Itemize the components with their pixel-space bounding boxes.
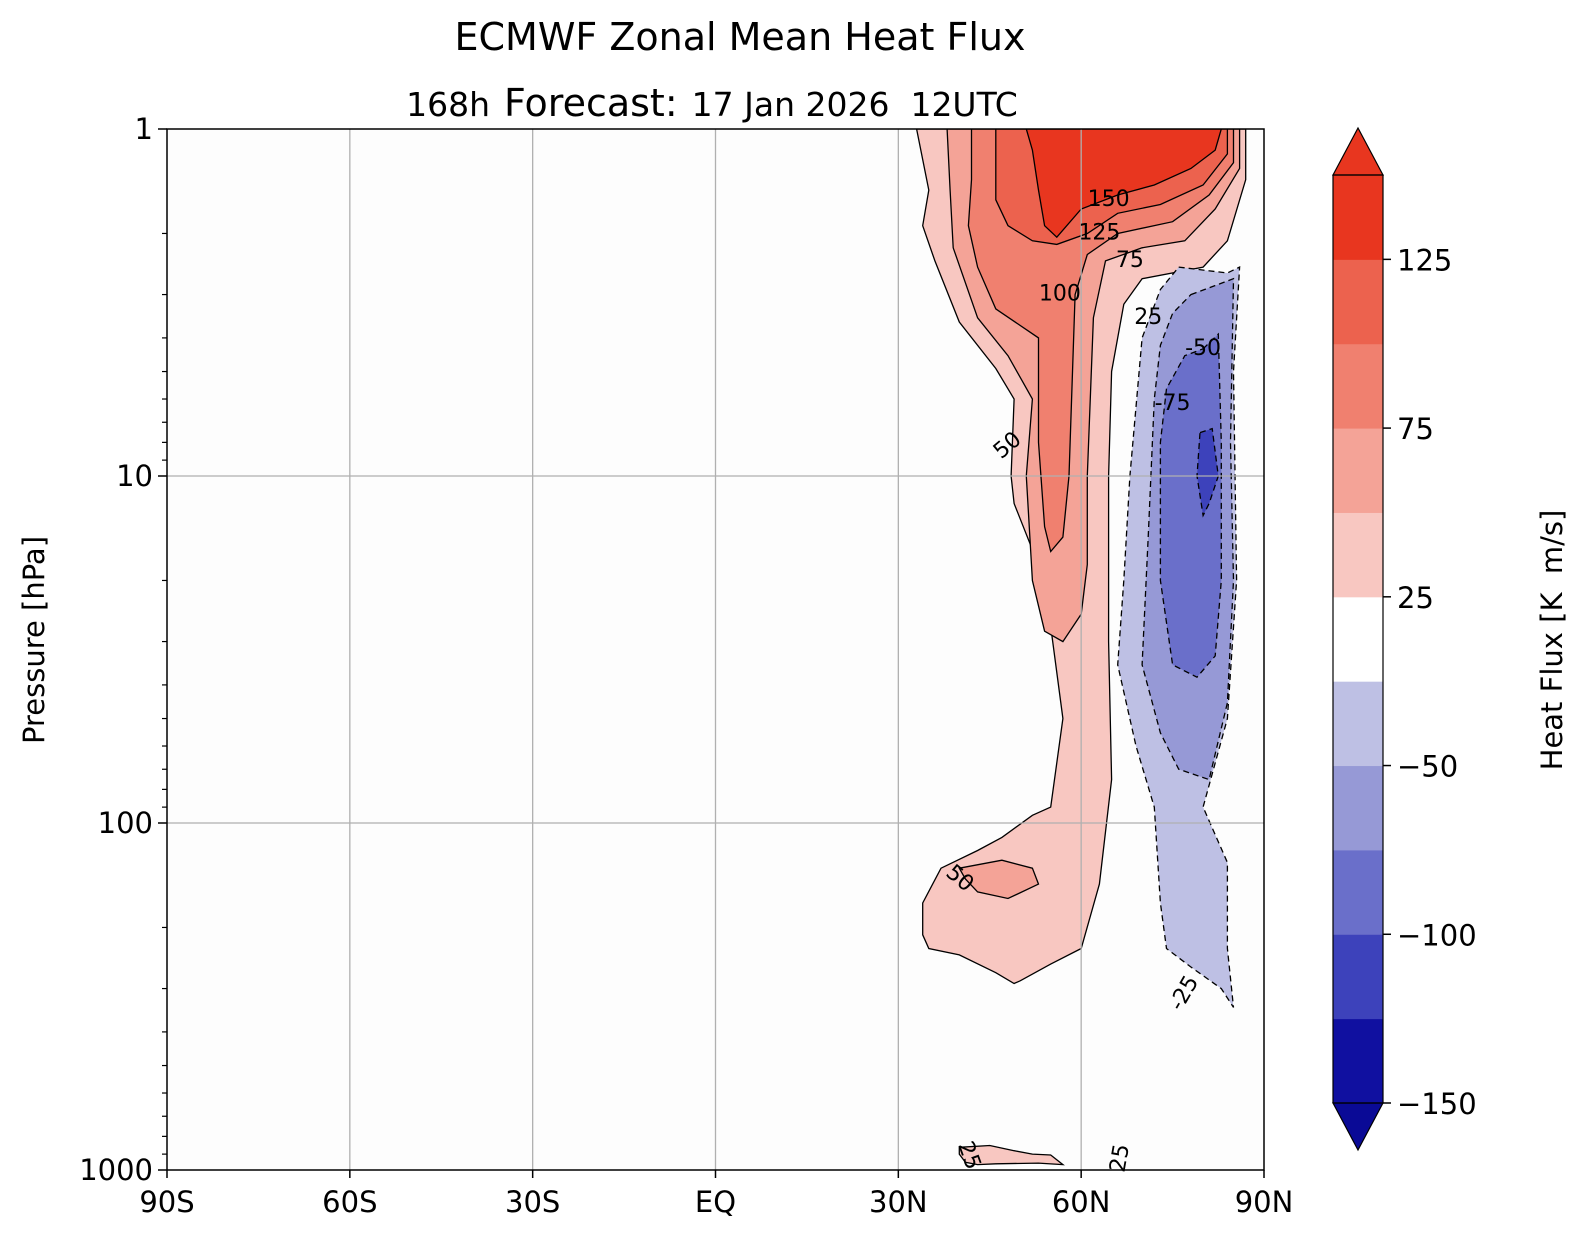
colorbar: −150 −100 −50 25 75 125 bbox=[1332, 126, 1477, 1152]
colorbar-segment bbox=[1333, 1018, 1383, 1104]
x-tick-label: 90S bbox=[139, 1185, 194, 1219]
valid-time: 17 Jan 2026 12UTC bbox=[692, 85, 1018, 124]
x-tick-label: 90N bbox=[1235, 1185, 1294, 1219]
colorbar-segment bbox=[1333, 428, 1383, 513]
contour-label: 150 bbox=[1088, 187, 1130, 212]
y-axis: 1 10 100 1000 bbox=[79, 112, 167, 1187]
x-tick-label: 30N bbox=[869, 1185, 928, 1219]
colorbar-tick-label: 25 bbox=[1397, 581, 1434, 615]
colorbar-tick-label: −150 bbox=[1397, 1087, 1477, 1121]
y-tick-label: 1000 bbox=[79, 1153, 153, 1187]
colorbar-frame bbox=[1332, 174, 1384, 1104]
x-axis: 90S 60S 30S EQ 30N 60N 90N bbox=[139, 1170, 1293, 1219]
contour-region-pos50-2 bbox=[958, 859, 1040, 900]
colorbar-over-arrow bbox=[1332, 126, 1384, 176]
colorbar-segment bbox=[1333, 681, 1383, 767]
y-axis-label: Pressure [hPa] bbox=[17, 536, 51, 744]
contour-label: 25 bbox=[1106, 1142, 1135, 1174]
lead-time: 168h bbox=[406, 85, 490, 124]
contour-region-neg75-8 bbox=[1159, 332, 1222, 679]
forecast-word: Forecast: bbox=[504, 81, 678, 125]
chart-title: ECMWF Zonal Mean Heat Flux bbox=[455, 15, 1026, 59]
y-tick-label: 10 bbox=[116, 459, 153, 493]
x-tick-label: 60N bbox=[1052, 1185, 1111, 1219]
colorbar-under-arrow bbox=[1332, 1102, 1384, 1152]
colorbar-segment bbox=[1333, 849, 1383, 935]
colorbar-label: Heat Flux [K m/s] bbox=[1535, 510, 1569, 771]
y-tick-label: 1 bbox=[135, 112, 153, 146]
chart-subtitle: 168h Forecast: 17 Jan 2026 12UTC bbox=[406, 81, 1018, 125]
colorbar-tick-label: −50 bbox=[1397, 750, 1458, 784]
y-tick-label: 100 bbox=[98, 806, 153, 840]
contour-region-pos125-5 bbox=[1025, 129, 1222, 239]
contour-label: -50 bbox=[1185, 336, 1221, 361]
colorbar-segment bbox=[1333, 512, 1383, 598]
colorbar-segment bbox=[1333, 343, 1383, 429]
colorbar-segment bbox=[1333, 259, 1383, 345]
contour-label: 25 bbox=[1134, 305, 1162, 330]
colorbar-tick-label: 75 bbox=[1397, 412, 1434, 446]
contour-label: -75 bbox=[1155, 391, 1191, 416]
colorbar-segment bbox=[1333, 765, 1383, 851]
colorbar-tick-label: 125 bbox=[1397, 243, 1452, 277]
contour-region-pos25-10 bbox=[958, 1144, 1065, 1166]
colorbar-segment bbox=[1333, 175, 1383, 260]
colorbar-tick-label: −100 bbox=[1397, 918, 1477, 952]
colorbar-segment bbox=[1333, 596, 1383, 682]
gridlines bbox=[167, 129, 1264, 1170]
contour-label: 100 bbox=[1039, 282, 1081, 307]
contour-label: 125 bbox=[1078, 220, 1120, 245]
x-tick-label: 60S bbox=[322, 1185, 377, 1219]
x-tick-label: EQ bbox=[695, 1185, 736, 1219]
colorbar-segment bbox=[1333, 934, 1383, 1020]
contour-label: 75 bbox=[1116, 248, 1144, 273]
x-tick-label: 30S bbox=[505, 1185, 560, 1219]
